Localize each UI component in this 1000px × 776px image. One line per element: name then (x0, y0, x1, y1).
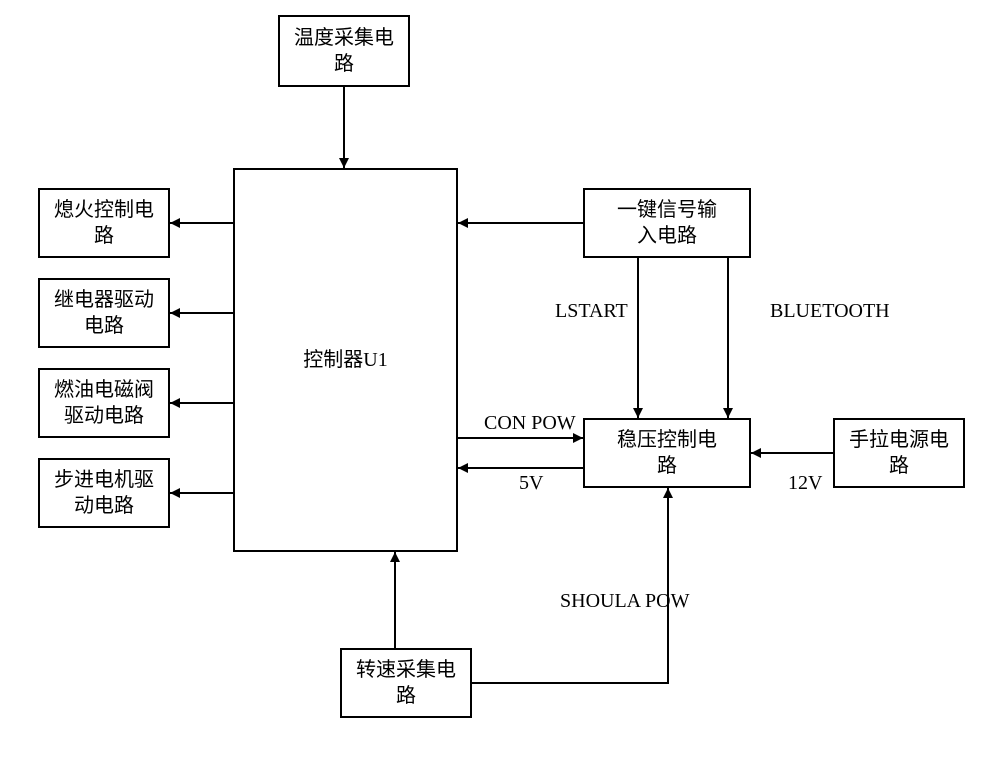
node-fuel: 燃油电磁阀驱动电路 (38, 368, 170, 438)
node-onekey-label: 一键信号输入电路 (617, 197, 717, 249)
edge-rpm-vreg (472, 488, 668, 683)
node-vreg-label: 稳压控制电路 (617, 427, 717, 479)
node-ctrl: 控制器U1 (233, 168, 458, 552)
node-relay-label: 继电器驱动电路 (54, 287, 154, 339)
node-flame: 熄火控制电路 (38, 188, 170, 258)
node-rpm-label: 转速采集电路 (356, 657, 456, 709)
node-relay: 继电器驱动电路 (38, 278, 170, 348)
node-flame-label: 熄火控制电路 (54, 197, 154, 249)
edge-label-v5: 5V (519, 472, 543, 495)
node-onekey: 一键信号输入电路 (583, 188, 751, 258)
edge-label-conpow: CON POW (484, 412, 576, 435)
node-vreg: 稳压控制电路 (583, 418, 751, 488)
node-handpow-label: 手拉电源电路 (849, 427, 949, 479)
edge-label-lstart: LSTART (555, 300, 628, 323)
edge-label-v12: 12V (788, 472, 822, 495)
node-handpow: 手拉电源电路 (833, 418, 965, 488)
edge-label-shoulapow: SHOULA POW (560, 590, 689, 613)
node-temp-label: 温度采集电路 (294, 25, 394, 77)
node-fuel-label: 燃油电磁阀驱动电路 (54, 377, 154, 429)
node-stepper: 步进电机驱动电路 (38, 458, 170, 528)
node-rpm: 转速采集电路 (340, 648, 472, 718)
node-stepper-label: 步进电机驱动电路 (54, 467, 154, 519)
node-temp: 温度采集电路 (278, 15, 410, 87)
node-ctrl-label: 控制器U1 (303, 347, 387, 373)
edge-label-bluetooth: BLUETOOTH (770, 300, 890, 323)
